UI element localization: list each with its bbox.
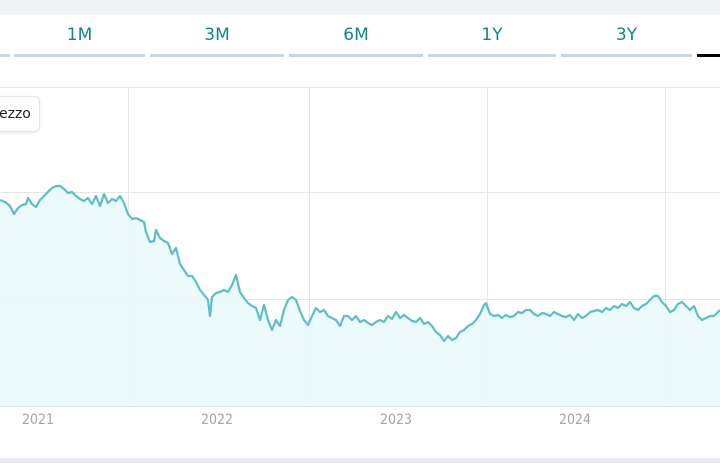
tab-3y[interactable]: 3Y [561,15,692,57]
tab-label: 1Y [481,25,503,45]
price-line [0,184,720,343]
price-chart [0,87,720,407]
tab-label: 6M [343,25,369,45]
tab-1m[interactable]: 1M [14,15,145,57]
tab-label: 3Y [615,25,638,45]
tab-1y[interactable]: 1Y [428,15,556,57]
tab-label: 1M [66,25,93,45]
legend-label: ezzo [0,106,31,122]
footer-divider [0,458,720,463]
tab-label: 3M [204,25,230,45]
tab-3m[interactable]: 3M [150,15,284,57]
tab-max[interactable] [697,15,720,57]
legend-box[interactable]: ezzo [0,96,40,132]
tab-previous[interactable] [0,15,10,57]
x-tick-2023: 2023 [380,412,413,428]
range-tabs: 1M 3M 6M 1Y 3Y [0,15,720,57]
tab-6m[interactable]: 6M [289,15,423,57]
x-tick-2022: 2022 [201,412,234,428]
x-tick-2024: 2024 [559,412,592,428]
x-tick-2021: 2021 [22,412,55,428]
price-area [0,186,720,407]
